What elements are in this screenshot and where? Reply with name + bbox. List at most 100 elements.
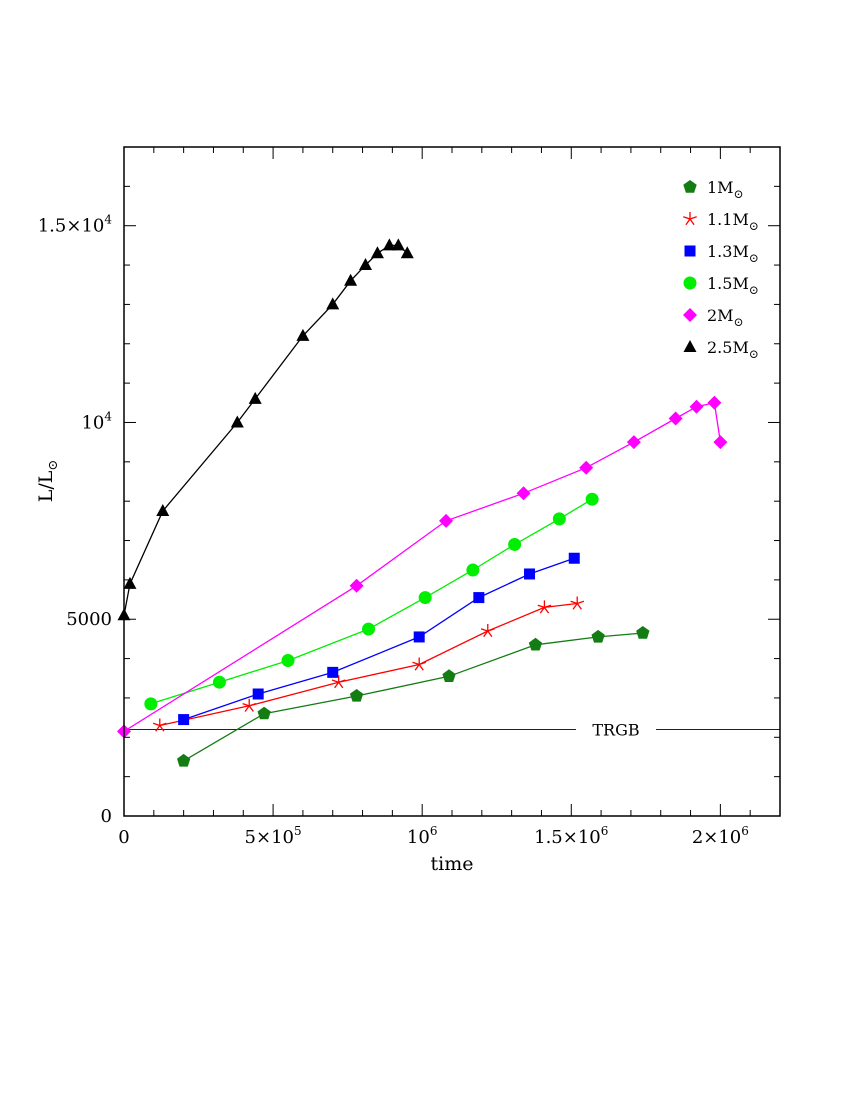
x-tick-label-exponent: 6 — [601, 824, 609, 838]
series-5 — [117, 238, 414, 621]
data-point — [281, 654, 295, 668]
x-tick-label: 5×105 — [245, 824, 302, 848]
y-axis-label: L/L — [35, 470, 57, 502]
y-tick-label-exponent: 4 — [104, 213, 112, 227]
data-point — [508, 537, 522, 551]
data-point — [568, 552, 580, 564]
x-tick-label: 2×106 — [692, 824, 749, 848]
data-point — [248, 391, 262, 404]
legend-entry: 1.1M⊙ — [683, 210, 759, 233]
y-axis-label-group: L/L⊙ — [35, 460, 61, 503]
data-point — [524, 568, 536, 580]
data-point — [439, 513, 454, 528]
x-tick-label: 1.5×106 — [534, 824, 608, 848]
data-point — [636, 626, 650, 639]
data-point — [326, 297, 340, 310]
data-point — [570, 596, 585, 610]
legend-marker — [684, 245, 696, 257]
data-point — [418, 591, 432, 605]
data-point — [442, 669, 456, 682]
x-tick-label-exponent: 6 — [741, 824, 749, 838]
data-point — [516, 486, 531, 501]
legend-label: 1.3M⊙ — [707, 242, 759, 265]
data-point — [480, 623, 495, 638]
data-point — [327, 666, 339, 678]
data-point — [144, 697, 158, 711]
data-point — [707, 395, 722, 410]
data-point — [412, 657, 427, 671]
svg-text:L/L⊙: L/L⊙ — [35, 460, 61, 503]
series-3 — [144, 492, 599, 711]
series-2 — [178, 552, 580, 726]
y-tick-label: 5000 — [66, 609, 112, 630]
legend-marker — [683, 340, 697, 352]
data-point — [152, 718, 167, 732]
legend-marker — [683, 212, 697, 226]
data-point — [123, 576, 137, 589]
data-point — [626, 435, 641, 450]
data-point — [362, 622, 376, 636]
series-0 — [177, 626, 650, 767]
legend-label-subscript: ⊙ — [749, 283, 759, 297]
data-point — [382, 238, 396, 251]
axis-labels: time L/L⊙ — [35, 460, 473, 875]
data-point — [344, 273, 358, 286]
data-point — [466, 563, 480, 577]
legend-label-subscript: ⊙ — [734, 187, 744, 201]
data-point — [689, 399, 704, 414]
data-point — [585, 492, 599, 506]
x-tick-label-exponent: 5 — [294, 824, 302, 838]
data-point — [668, 411, 683, 426]
legend-marker — [683, 276, 697, 290]
legend-label: 1.1M⊙ — [707, 210, 759, 233]
plot-area: TRGB — [117, 238, 780, 767]
data-point — [552, 512, 566, 526]
legend-label: 1.5M⊙ — [707, 274, 759, 297]
data-point — [252, 688, 264, 700]
data-point — [528, 637, 543, 651]
legend-entry: 1.3M⊙ — [684, 242, 759, 265]
data-point — [156, 504, 170, 517]
y-tick-label: 1.5×104 — [38, 213, 113, 237]
x-tick-label: 0 — [118, 827, 129, 848]
legend-label-subscript: ⊙ — [749, 347, 759, 361]
data-point — [242, 698, 257, 712]
data-point — [349, 689, 364, 702]
series-line — [123, 402, 722, 732]
data-point — [537, 600, 552, 614]
data-point — [212, 675, 226, 689]
legend-entry: 2.5M⊙ — [683, 338, 759, 361]
legend-entry: 1.5M⊙ — [683, 274, 759, 297]
legend-label-subscript: ⊙ — [734, 315, 744, 329]
legend-label-subscript: ⊙ — [749, 219, 759, 233]
data-point — [473, 592, 485, 604]
data-point — [296, 328, 310, 341]
data-point — [391, 238, 405, 251]
data-point — [591, 629, 605, 643]
trgb-annotation: TRGB — [592, 720, 639, 739]
y-tick-label-exponent: 4 — [104, 409, 112, 423]
data-point — [349, 578, 364, 593]
legend-marker — [683, 308, 697, 322]
y-tick-label: 0 — [101, 806, 112, 827]
data-point — [370, 246, 384, 259]
data-point — [400, 246, 414, 259]
y-axis-label-subscript: ⊙ — [46, 460, 61, 471]
data-point — [257, 706, 271, 720]
data-point — [178, 714, 190, 726]
data-point — [230, 415, 244, 428]
data-point — [579, 460, 594, 475]
data-point — [177, 753, 191, 767]
data-point — [359, 258, 373, 271]
legend-label: 2.5M⊙ — [707, 338, 759, 361]
data-point — [331, 675, 346, 689]
data-point — [413, 631, 425, 643]
series-1 — [152, 596, 585, 732]
legend-label-subscript: ⊙ — [749, 251, 759, 265]
data-point — [713, 435, 728, 450]
legend-marker — [683, 180, 697, 193]
x-tick-label-exponent: 6 — [430, 824, 438, 838]
